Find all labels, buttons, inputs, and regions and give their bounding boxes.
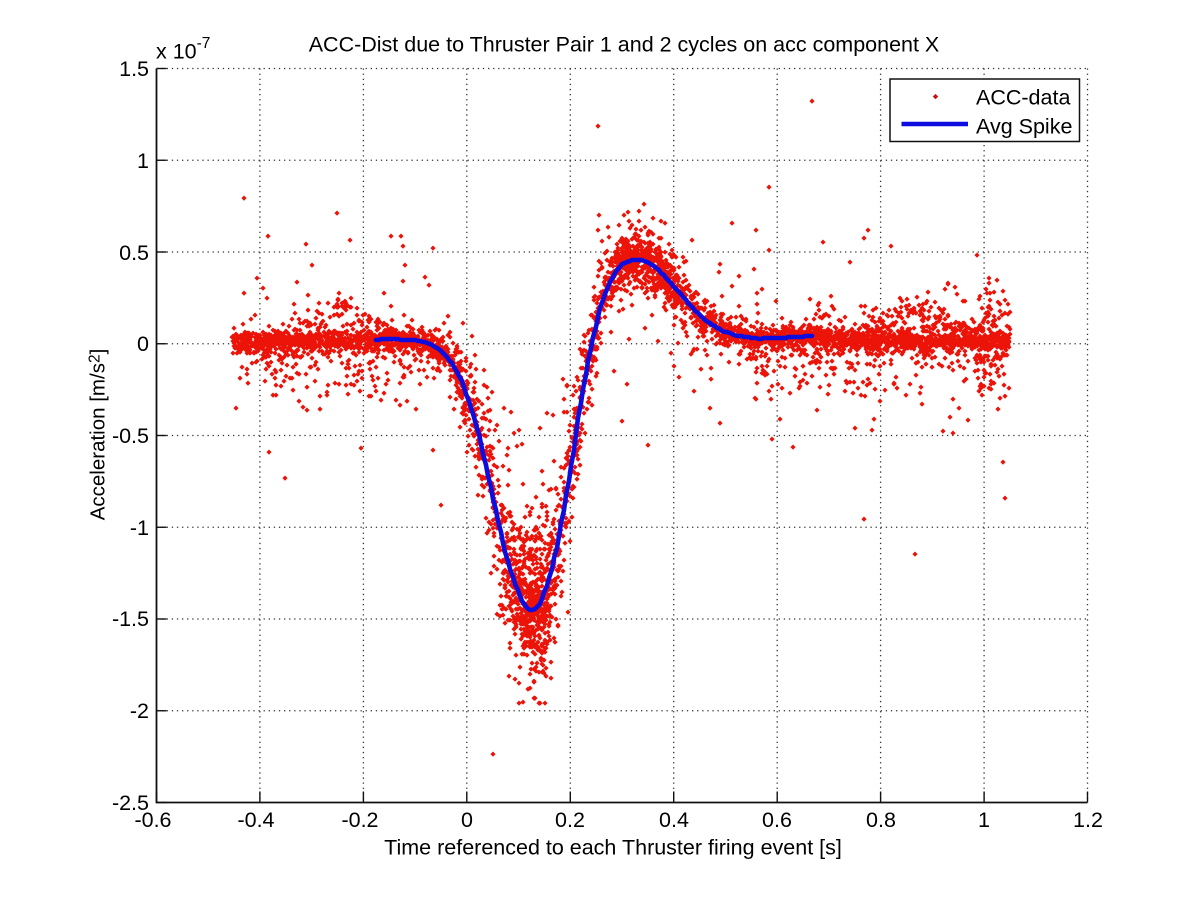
svg-text:-0.2: -0.2 xyxy=(341,808,378,832)
svg-text:-1: -1 xyxy=(130,516,149,540)
svg-text:0.8: 0.8 xyxy=(866,808,896,832)
svg-text:1.5: 1.5 xyxy=(119,57,149,81)
svg-text:1: 1 xyxy=(137,149,149,173)
svg-text:0: 0 xyxy=(461,808,473,832)
svg-text:-0.5: -0.5 xyxy=(112,424,149,448)
svg-text:-0.4: -0.4 xyxy=(237,808,274,832)
svg-text:0: 0 xyxy=(137,332,149,356)
svg-text:Acceleration [m/s2]: Acceleration [m/s2] xyxy=(87,349,110,521)
svg-text:0.5: 0.5 xyxy=(119,241,149,265)
svg-text:0.4: 0.4 xyxy=(659,808,689,832)
svg-text:-2.5: -2.5 xyxy=(112,791,149,815)
svg-text:1: 1 xyxy=(978,808,990,832)
svg-text:ACC-Dist due to Thruster Pair: ACC-Dist due to Thruster Pair 1 and 2 cy… xyxy=(309,33,940,57)
svg-text:-2: -2 xyxy=(130,699,149,723)
svg-text:-0.6: -0.6 xyxy=(134,808,171,832)
svg-text:1.2: 1.2 xyxy=(1073,808,1103,832)
svg-text:Time referenced to each Thrust: Time referenced to each Thruster firing … xyxy=(384,836,842,860)
svg-text:-1.5: -1.5 xyxy=(112,607,149,631)
svg-text:Avg Spike: Avg Spike xyxy=(976,115,1072,139)
svg-text:ACC-data: ACC-data xyxy=(976,86,1070,110)
svg-text:0.6: 0.6 xyxy=(762,808,792,832)
svg-text:0.2: 0.2 xyxy=(555,808,585,832)
